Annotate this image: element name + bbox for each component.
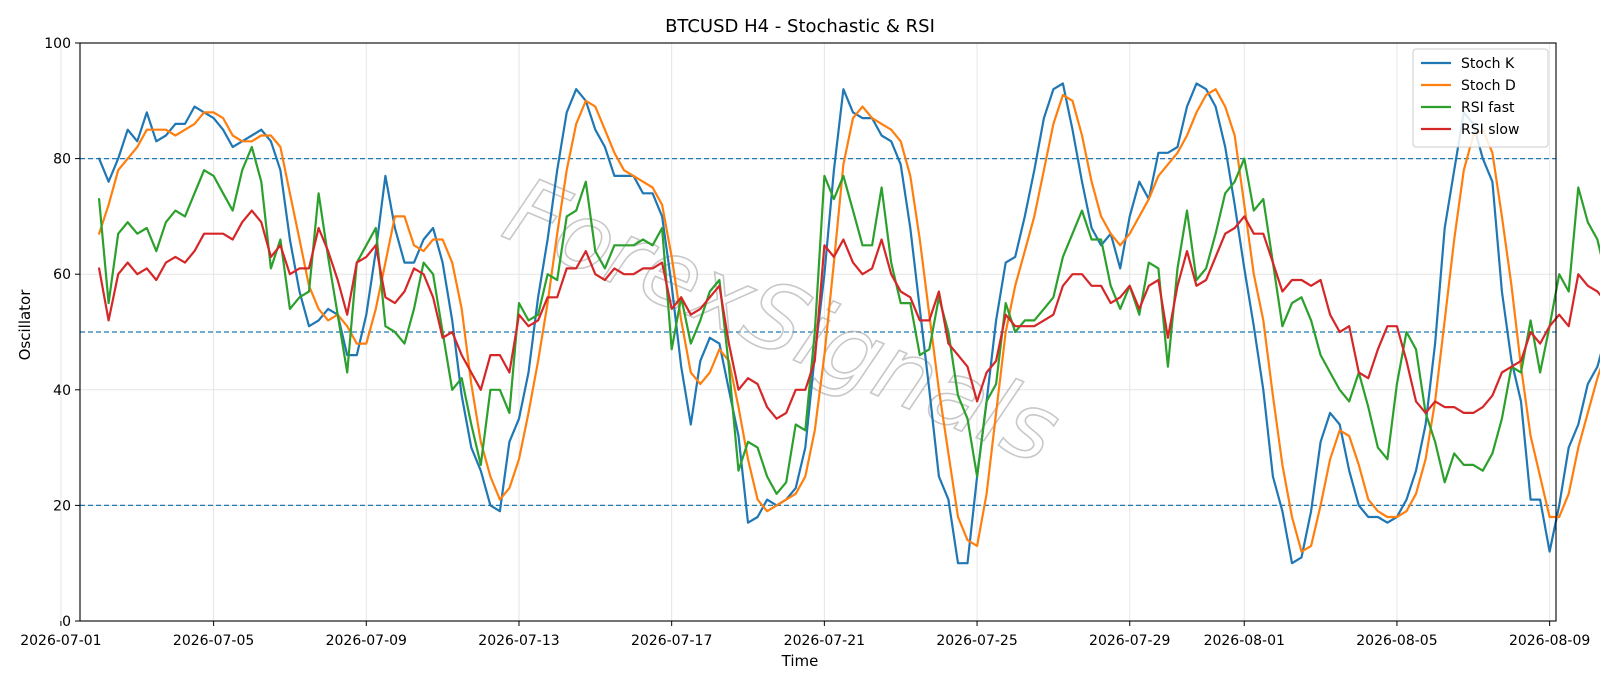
y-tick-label: 60: [53, 267, 71, 283]
x-tick-label: 2026-08-09: [1509, 633, 1590, 649]
x-axis-label: Time: [781, 652, 819, 670]
y-tick-label: 80: [53, 152, 71, 168]
legend-label-stoch-k: Stoch K: [1461, 56, 1515, 72]
x-tick-label: 2026-08-01: [1204, 633, 1285, 649]
legend-label-rsi-fast: RSI fast: [1461, 100, 1515, 116]
axis-layer: 2026-07-01 2026-07-05 2026-07-09 2026-07-13…: [20, 36, 1590, 649]
x-tick-label: 2026-07-25: [936, 633, 1017, 649]
y-tick-label: 20: [53, 498, 71, 514]
legend: Stoch K Stoch D RSI fast RSI slow: [1412, 48, 1549, 148]
series-line-rsi-slow: [97, 209, 1600, 420]
y-axis-label: Oscillator: [16, 289, 34, 361]
legend-box: [1412, 48, 1549, 148]
series-layer: [97, 82, 1600, 565]
x-tick-label: 2026-08-05: [1356, 633, 1437, 649]
x-tick-label: 2026-07-13: [478, 633, 559, 649]
series-line-stoch-d: [97, 88, 1600, 553]
x-tick-label: 2026-07-05: [173, 633, 254, 649]
legend-label-stoch-d: Stoch D: [1461, 78, 1516, 94]
x-tick-label: 2026-07-09: [326, 633, 407, 649]
y-tick-label: 0: [62, 614, 71, 630]
series-line-rsi-fast: [97, 145, 1600, 495]
y-tick-label: 40: [53, 383, 71, 399]
chart-title: BTCUSD H4 - Stochastic & RSI: [665, 16, 935, 37]
x-tick-label: 2026-07-21: [784, 633, 865, 649]
plot-frame: [79, 42, 1557, 622]
series-line-stoch-k: [97, 82, 1600, 565]
x-tick-label: 2026-07-17: [631, 633, 712, 649]
x-tick-label: 2026-07-29: [1089, 633, 1170, 649]
y-tick-label: 100: [44, 36, 71, 52]
legend-label-rsi-slow: RSI slow: [1461, 122, 1519, 138]
x-tick-label: 2026-07-01: [20, 633, 101, 649]
